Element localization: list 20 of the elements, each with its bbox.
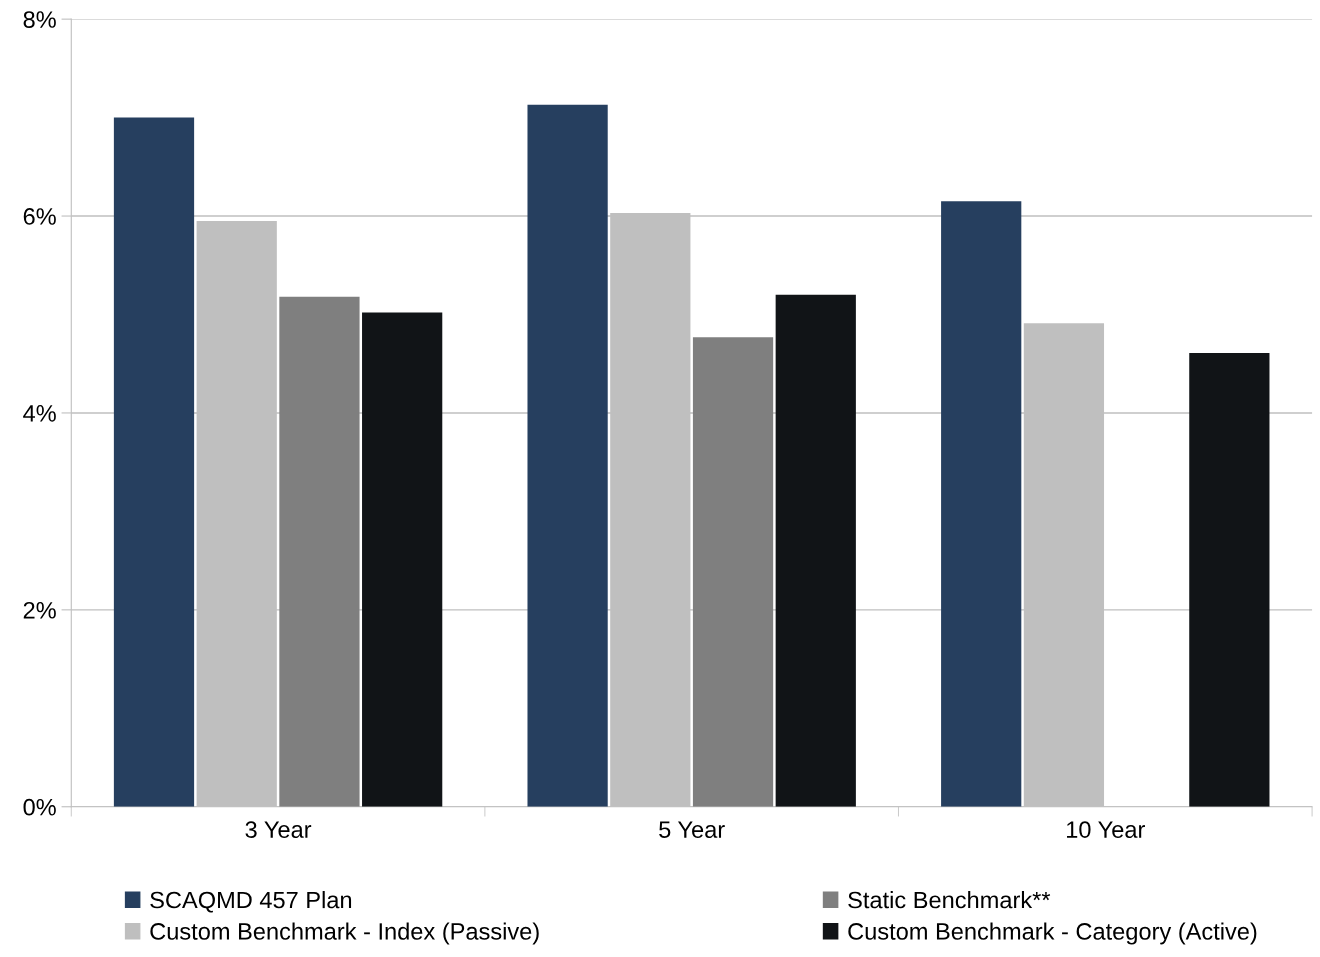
bar: [527, 104, 608, 807]
x-tick-label: 5 Year: [659, 821, 725, 838]
y-tick-label: 8%: [23, 11, 56, 28]
legend-label: Custom Benchmark - Category (Active): [848, 922, 1257, 945]
legend-label: Custom Benchmark - Index (Passive): [150, 922, 539, 945]
y-tick-label: 4%: [23, 405, 56, 422]
bar: [692, 337, 774, 807]
bar: [362, 312, 443, 807]
x-tick-label: 3 Year: [245, 821, 312, 838]
legend-label: SCAQMD 457 Plan: [150, 891, 352, 913]
bar: [775, 294, 856, 807]
bar: [279, 296, 360, 807]
bar: [113, 117, 195, 807]
legend-label: Static Benchmark**: [848, 891, 1051, 909]
y-tick-label: 0%: [23, 798, 56, 816]
y-tick-label: 2%: [23, 601, 56, 619]
bar: [941, 201, 1022, 807]
x-tick-label: 10 Year: [1067, 821, 1145, 838]
bar: [1189, 352, 1270, 807]
y-tick-label: 6%: [23, 208, 56, 225]
